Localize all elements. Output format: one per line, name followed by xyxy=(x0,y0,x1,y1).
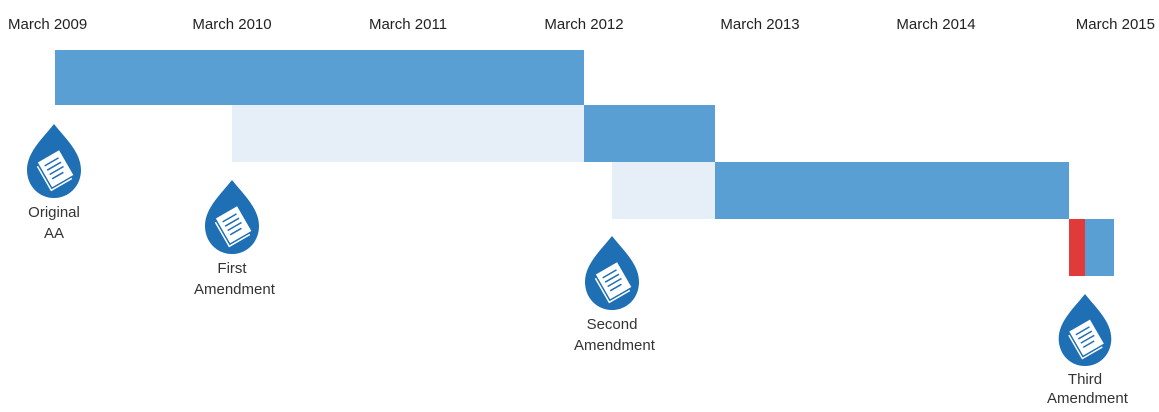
document-label: Amendment xyxy=(194,281,275,298)
axis-tick-label: March 2009 xyxy=(8,16,88,33)
second-amendment-overlap-bar xyxy=(612,162,715,219)
third-amendment-period-bar xyxy=(1085,219,1114,276)
document-drop-icon xyxy=(194,178,270,256)
third-amendment-overlap-bar xyxy=(1069,219,1085,276)
document-marker: First Amendment xyxy=(194,178,275,300)
axis-tick-label: March 2014 xyxy=(896,16,976,33)
document-drop-icon xyxy=(574,234,650,312)
document-drop-icon xyxy=(1047,292,1123,368)
axis-tick-label: March 2010 xyxy=(192,16,272,33)
document-marker: Third Amendment xyxy=(1047,292,1128,408)
document-label: Second xyxy=(586,316,638,333)
document-label: AA xyxy=(43,225,64,242)
axis-tick-label: March 2011 xyxy=(368,16,448,33)
document-label: First xyxy=(217,260,247,277)
axis-tick-label: March 2012 xyxy=(544,16,624,33)
first-amendment-period-bar xyxy=(584,105,715,162)
document-marker: Original AA xyxy=(16,122,92,244)
second-amendment-period-bar xyxy=(715,162,1069,219)
axis-tick-label: March 2013 xyxy=(720,16,800,33)
document-label: Third xyxy=(1067,371,1103,388)
first-amendment-overlap-bar xyxy=(232,105,584,162)
document-label: Amendment xyxy=(574,337,655,354)
document-label: Original xyxy=(28,204,80,221)
document-drop-icon xyxy=(16,122,92,200)
original-aa-period-bar xyxy=(55,50,584,105)
document-marker: Second Amendment xyxy=(574,234,655,356)
document-label: Amendment xyxy=(1047,390,1128,407)
axis-tick-label: March 2015 xyxy=(1075,16,1155,33)
